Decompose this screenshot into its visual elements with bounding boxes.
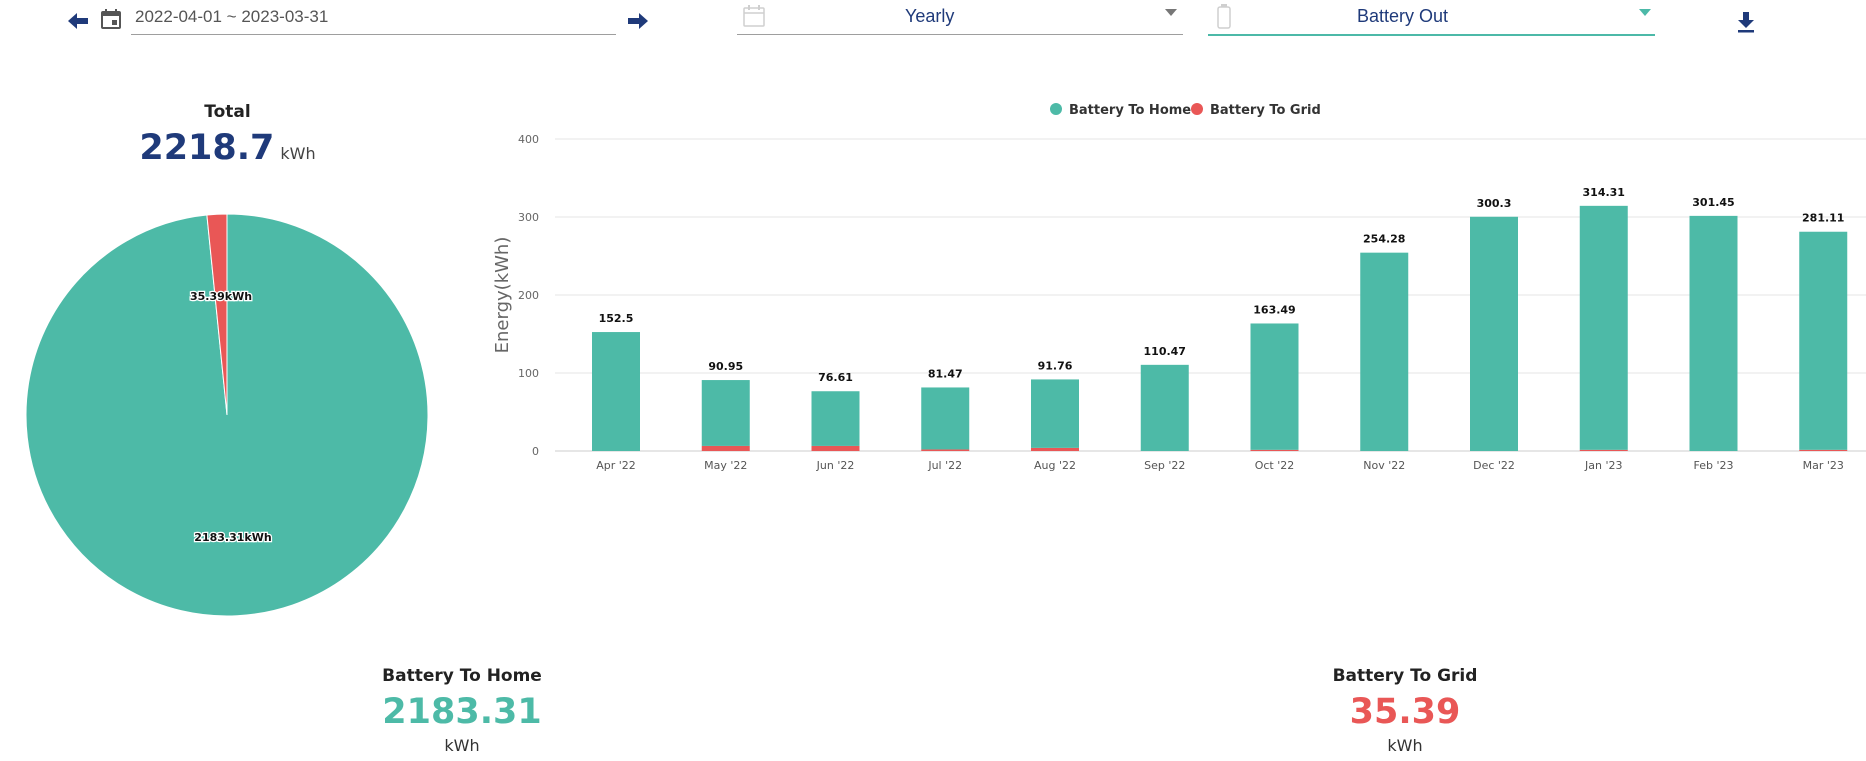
bar-battery-to-home[interactable]: [1250, 323, 1299, 450]
bar-total-label: 90.95: [708, 360, 743, 373]
legend-dot-grid: [1191, 103, 1203, 115]
x-tick-label: Jul '22: [927, 459, 962, 472]
x-tick-label: Jan '23: [1584, 459, 1622, 472]
prev-period-arrow-icon[interactable]: [66, 10, 90, 32]
bar-battery-to-home[interactable]: [1470, 216, 1518, 451]
summary-grid-unit: kWh: [1387, 736, 1423, 755]
x-tick-label: Dec '22: [1473, 459, 1515, 472]
bar-total-label: 163.49: [1253, 303, 1295, 316]
bar-total-label: 76.61: [818, 371, 853, 384]
summary-home-label: Battery To Home: [382, 666, 542, 686]
metric-select-value: Battery Out: [1357, 6, 1449, 26]
pie-slice-label: 2183.31kWh: [194, 531, 271, 544]
bar-battery-to-grid[interactable]: [701, 445, 750, 451]
x-tick-label: Oct '22: [1255, 459, 1295, 472]
summary-grid-label: Battery To Grid: [1332, 666, 1478, 686]
y-tick-label: 0: [532, 445, 539, 458]
summary-grid: Battery To Grid 35.39 kWh: [1255, 666, 1555, 755]
y-tick-label: 100: [518, 367, 539, 380]
bar-battery-to-home[interactable]: [1689, 215, 1738, 451]
summary-grid-value: 35.39: [1349, 692, 1461, 732]
bar-total-label: 91.76: [1038, 359, 1073, 372]
legend-item-grid[interactable]: Battery To Grid: [1191, 103, 1321, 118]
date-range-value: 2022-04-01 ~ 2023-03-31: [135, 7, 329, 26]
battery-icon: [1217, 4, 1231, 29]
chevron-down-icon: [1639, 9, 1651, 16]
pie-slice-label: 35.39kWh: [190, 290, 252, 303]
total-title: Total: [204, 102, 251, 122]
bar-battery-to-home[interactable]: [1140, 364, 1189, 451]
bar-battery-to-home[interactable]: [1579, 205, 1628, 450]
total-number: 2218.7: [139, 128, 275, 168]
x-tick-label: Nov '22: [1363, 459, 1405, 472]
legend-item-home[interactable]: Battery To Home: [1050, 103, 1191, 118]
bar-battery-to-home[interactable]: [921, 387, 970, 450]
total-value: 2218.7 kWh: [0, 128, 455, 168]
y-tick-label: 200: [518, 289, 539, 302]
bar-battery-to-grid[interactable]: [1799, 449, 1848, 451]
summary-home: Battery To Home 2183.31 kWh: [312, 666, 612, 755]
y-tick-label: 300: [518, 211, 539, 224]
x-tick-label: Sep '22: [1144, 459, 1185, 472]
bar-battery-to-grid[interactable]: [1579, 449, 1628, 451]
bar-battery-to-grid[interactable]: [921, 449, 970, 451]
bar-battery-to-home[interactable]: [701, 380, 750, 446]
download-icon[interactable]: [1736, 11, 1756, 33]
legend-label-home: Battery To Home: [1069, 103, 1192, 118]
period-select-value: Yearly: [905, 6, 955, 26]
bar-total-label: 152.5: [599, 312, 634, 325]
bar-battery-to-home[interactable]: [592, 332, 640, 451]
bar-battery-to-home[interactable]: [1031, 379, 1079, 448]
x-tick-label: Aug '22: [1034, 459, 1076, 472]
bar-total-label: 314.31: [1583, 186, 1625, 199]
metric-select[interactable]: Battery Out: [1208, 0, 1655, 36]
chevron-down-icon: [1165, 9, 1177, 16]
bar-battery-to-home[interactable]: [811, 391, 860, 446]
bar-total-label: 254.28: [1363, 233, 1405, 246]
next-period-arrow-icon[interactable]: [626, 10, 650, 32]
bar-battery-to-home[interactable]: [1360, 252, 1409, 451]
legend-label-grid: Battery To Grid: [1210, 103, 1321, 118]
bar-battery-to-grid[interactable]: [1250, 449, 1299, 451]
bar-battery-to-grid[interactable]: [1031, 447, 1079, 451]
x-tick-label: Mar '23: [1803, 459, 1844, 472]
x-tick-label: Jun '22: [816, 459, 855, 472]
bar-battery-to-grid[interactable]: [811, 445, 860, 451]
x-tick-label: Apr '22: [596, 459, 636, 472]
y-axis-label: Energy(kWh): [492, 237, 513, 354]
summary-home-value: 2183.31: [382, 692, 542, 732]
bar-battery-to-home[interactable]: [1799, 231, 1848, 450]
bar-chart: 0 100 200 300 400 Energy(kWh) 152.5 Apr '22 90.9…: [492, 133, 1866, 472]
y-tick-label: 400: [518, 133, 539, 146]
x-tick-label: May '22: [704, 459, 747, 472]
x-tick-label: Feb '23: [1694, 459, 1734, 472]
pie-slice[interactable]: [206, 213, 228, 416]
summary-home-unit: kWh: [444, 736, 480, 755]
bar-total-label: 301.45: [1692, 196, 1734, 209]
bar-total-label: 81.47: [928, 367, 963, 380]
total-unit: kWh: [280, 144, 316, 163]
period-select[interactable]: Yearly: [737, 0, 1183, 35]
bar-total-label: 110.47: [1144, 345, 1186, 358]
bar-total-label: 300.3: [1477, 197, 1512, 210]
calendar-icon[interactable]: [100, 8, 122, 30]
bar-total-label: 281.11: [1802, 212, 1844, 225]
calendar-365-icon: [743, 5, 765, 27]
legend-dot-home: [1050, 103, 1062, 115]
pie-chart: 2183.31kWh 35.39kWh: [25, 213, 429, 617]
date-range-input[interactable]: 2022-04-01 ~ 2023-03-31: [131, 0, 616, 35]
